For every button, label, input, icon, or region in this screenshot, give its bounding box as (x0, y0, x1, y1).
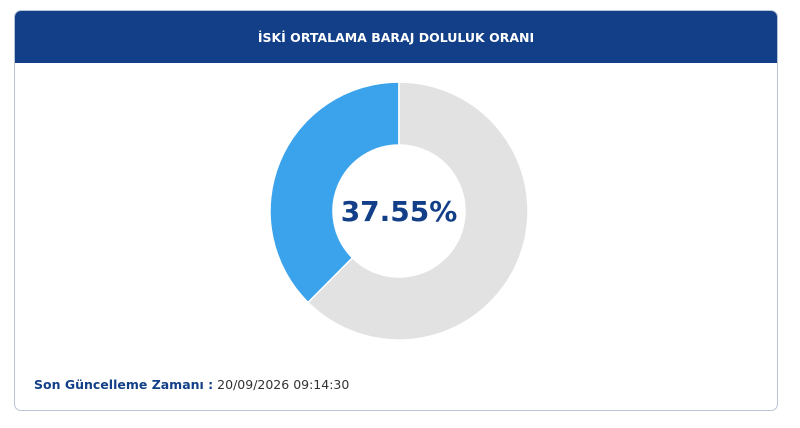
footer: Son Güncelleme Zamanı : 20/09/2026 09:14… (34, 377, 349, 392)
header: İSKİ ORTALAMA BARAJ DOLULUK ORANI (15, 11, 777, 63)
widget-card: İSKİ ORTALAMA BARAJ DOLULUK ORANI 37.55%… (14, 10, 778, 411)
donut-chart: 37.55% (269, 81, 529, 341)
footer-value: 20/09/2026 09:14:30 (217, 377, 350, 392)
footer-label: Son Güncelleme Zamanı : (34, 377, 214, 392)
center-label: 37.55% (341, 195, 458, 228)
donut-segment (307, 81, 529, 341)
header-title: İSKİ ORTALAMA BARAJ DOLULUK ORANI (257, 29, 535, 45)
donut-segment (269, 81, 400, 304)
